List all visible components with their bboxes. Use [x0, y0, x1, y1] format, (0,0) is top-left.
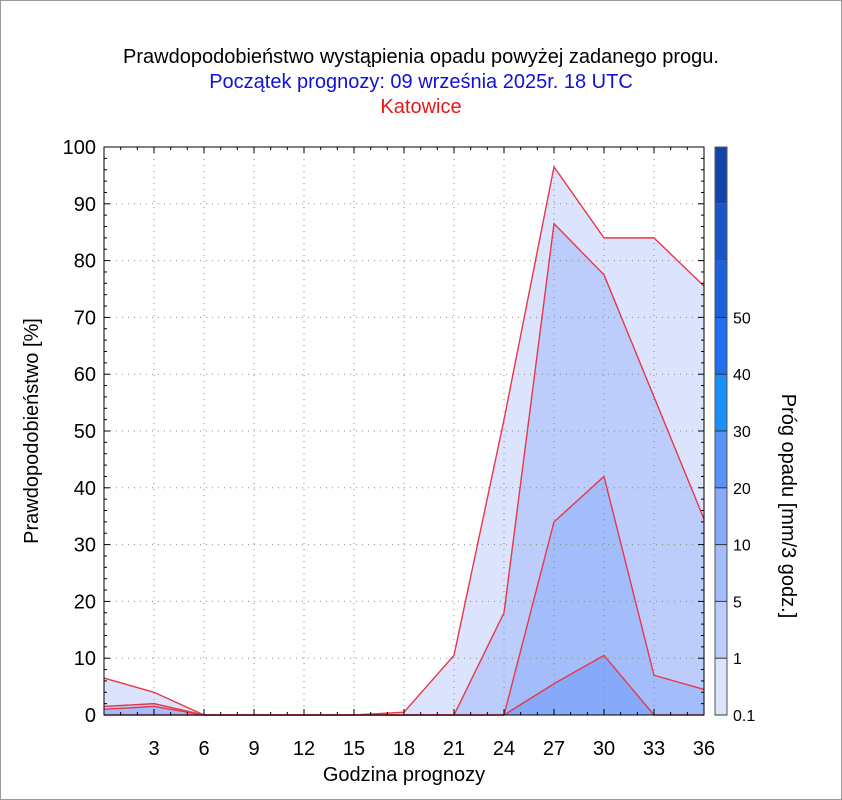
colorbar-tick-label: 30 — [733, 424, 751, 441]
x-tick-label: 6 — [198, 738, 209, 760]
colorbar-segment — [715, 601, 727, 659]
x-tick-label: 30 — [593, 738, 615, 760]
y-tick-label: 40 — [74, 478, 96, 500]
x-tick-label: 33 — [643, 738, 665, 760]
y-tick-label: 20 — [74, 591, 96, 613]
colorbar-segment — [715, 147, 727, 204]
x-axis-label: Godzina prognozy — [323, 764, 485, 786]
colorbar-tick-label: 1 — [733, 651, 742, 668]
colorbar-tick-label: 0.1 — [733, 708, 755, 725]
colorbar-tick-label: 50 — [733, 310, 751, 327]
colorbar-segment — [715, 544, 727, 602]
location-label: Katowice — [380, 96, 462, 118]
colorbar-segment — [715, 374, 727, 431]
y-tick-label: 90 — [74, 194, 96, 216]
forecast-start-subtitle: Początek prognozy: 09 września 2025r. 18… — [209, 71, 633, 93]
y-axis-label: Prawdopodobieństwo [%] — [21, 318, 43, 544]
x-tick-label: 9 — [248, 738, 259, 760]
x-tick-label: 18 — [393, 738, 415, 760]
colorbar-segment — [715, 658, 727, 715]
chart-title: Prawdopodobieństwo wystąpienia opadu pow… — [123, 46, 719, 68]
y-tick-label: 10 — [74, 648, 96, 670]
colorbar-label: Próg opadu [mm/3 godz.] — [777, 394, 799, 619]
colorbar-tick-label: 10 — [733, 538, 751, 555]
y-tick-label: 50 — [74, 421, 96, 443]
y-tick-label: 60 — [74, 364, 96, 386]
y-tick-label: 70 — [74, 307, 96, 329]
x-tick-label: 15 — [343, 738, 365, 760]
area-threshold-5 — [104, 476, 704, 715]
y-tick-label: 100 — [63, 137, 96, 159]
colorbar-tick-label: 20 — [733, 481, 751, 498]
colorbar-segment — [715, 431, 727, 488]
x-tick-label: 24 — [493, 738, 515, 760]
y-tick-label: 30 — [74, 535, 96, 557]
y-tick-label: 80 — [74, 251, 96, 273]
x-tick-label: 12 — [293, 738, 315, 760]
x-tick-label: 3 — [148, 738, 159, 760]
colorbar-segment — [715, 317, 727, 375]
x-tick-label: 21 — [443, 738, 465, 760]
colorbar-tick-label: 40 — [733, 367, 751, 384]
area-threshold-10 — [104, 655, 704, 715]
grid — [104, 147, 704, 715]
colorbar: 0.1 1 5 10 20 30 40 50 — [714, 146, 755, 725]
x-tick-label: 27 — [543, 738, 565, 760]
x-tick-label: 36 — [693, 738, 715, 760]
colorbar-tick-label: 5 — [733, 594, 742, 611]
colorbar-segment — [715, 203, 727, 261]
y-tick-label: 0 — [85, 705, 96, 727]
colorbar-segment — [715, 487, 727, 545]
colorbar-segment — [715, 260, 727, 318]
